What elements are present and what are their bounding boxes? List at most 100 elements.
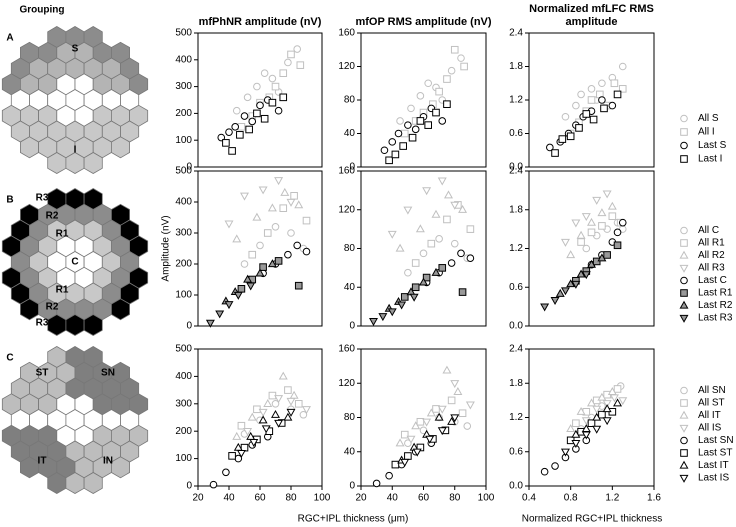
point xyxy=(222,468,230,477)
legend-label: Last IT xyxy=(698,460,729,471)
point xyxy=(416,92,425,100)
point xyxy=(395,438,405,447)
region-label: R2 xyxy=(46,302,59,313)
chart-title: mfOP RMS amplitude (nV) xyxy=(355,16,492,28)
point xyxy=(422,273,431,282)
point xyxy=(447,259,456,267)
point xyxy=(284,58,292,67)
point xyxy=(560,448,570,457)
point xyxy=(598,222,606,230)
point xyxy=(679,250,689,259)
point xyxy=(411,283,420,292)
point xyxy=(299,410,308,419)
point xyxy=(253,82,261,91)
point xyxy=(566,279,576,288)
hexagon xyxy=(111,298,131,321)
y-tick-label: 40 xyxy=(344,282,356,293)
x-tick-label: 0.4 xyxy=(522,493,536,504)
y-tick-label: 0 xyxy=(349,162,355,173)
point xyxy=(286,408,296,417)
point xyxy=(263,229,272,237)
point xyxy=(607,201,617,210)
point xyxy=(394,129,403,138)
point xyxy=(571,219,581,228)
y-tick-label: 0 xyxy=(186,321,192,332)
point xyxy=(248,117,257,126)
point xyxy=(680,289,688,297)
legend-label: All R1 xyxy=(698,238,725,249)
y-tick-label: 1.8 xyxy=(509,204,523,215)
point xyxy=(253,109,261,118)
point xyxy=(274,106,283,115)
point xyxy=(246,282,256,291)
point xyxy=(378,313,388,322)
hexagon xyxy=(111,136,131,159)
point xyxy=(566,250,576,259)
point xyxy=(602,404,612,413)
region-label: R1 xyxy=(56,285,69,296)
point xyxy=(419,277,428,286)
x-tick-label: 1.2 xyxy=(605,493,619,504)
point xyxy=(279,204,288,212)
point xyxy=(391,150,400,159)
y-tick-label: 2.4 xyxy=(509,28,523,39)
point xyxy=(280,187,290,196)
point xyxy=(450,380,460,389)
y-tick-label: 0 xyxy=(349,321,355,332)
point xyxy=(587,398,596,407)
point xyxy=(271,400,280,408)
point xyxy=(406,435,416,444)
point xyxy=(679,460,689,469)
chart: 0 40 80 120 160 xyxy=(338,166,487,332)
point xyxy=(228,147,236,155)
point xyxy=(424,121,432,129)
point xyxy=(387,308,397,317)
point xyxy=(551,149,559,157)
hexagon xyxy=(83,314,103,336)
point xyxy=(592,412,602,421)
point xyxy=(457,54,465,62)
y-tick-label: 300 xyxy=(175,81,192,92)
point xyxy=(679,264,689,273)
x-axis-label: Normalized RGC+IPL thickness xyxy=(522,514,663,525)
y-tick-label: 300 xyxy=(175,228,192,239)
legend-label: Last C xyxy=(698,275,727,286)
y-tick-label: 80 xyxy=(344,95,356,106)
point xyxy=(460,62,468,71)
point xyxy=(236,131,244,139)
point xyxy=(458,409,467,418)
y-tick-label: 40 xyxy=(344,446,356,457)
point xyxy=(274,395,284,404)
point xyxy=(396,117,404,125)
plot-frame xyxy=(360,32,487,168)
y-tick-label: 100 xyxy=(175,453,192,464)
point xyxy=(426,408,436,417)
point xyxy=(416,417,425,426)
point xyxy=(558,135,567,143)
point xyxy=(432,405,440,413)
point xyxy=(609,394,619,403)
panel-letter: C xyxy=(6,353,13,364)
x-tick-label: 100 xyxy=(314,493,331,504)
point xyxy=(463,422,472,430)
point xyxy=(240,260,249,268)
point xyxy=(561,112,570,121)
point xyxy=(680,226,688,235)
legend-label: Last R1 xyxy=(698,288,733,299)
chart: 0 100 200 300 400 500 xyxy=(175,28,323,173)
y-tick-label: 160 xyxy=(338,166,355,177)
point xyxy=(231,123,239,131)
point xyxy=(608,212,617,221)
point xyxy=(408,133,417,142)
point xyxy=(434,412,444,421)
chart-title: Normalized mfLFC RMS amplitude xyxy=(529,3,654,28)
point xyxy=(294,200,304,209)
point xyxy=(435,235,443,243)
point xyxy=(613,228,622,237)
y-tick-label: 160 xyxy=(338,28,355,39)
point xyxy=(566,132,575,141)
point xyxy=(268,74,277,83)
point xyxy=(453,386,463,395)
point xyxy=(284,250,292,259)
